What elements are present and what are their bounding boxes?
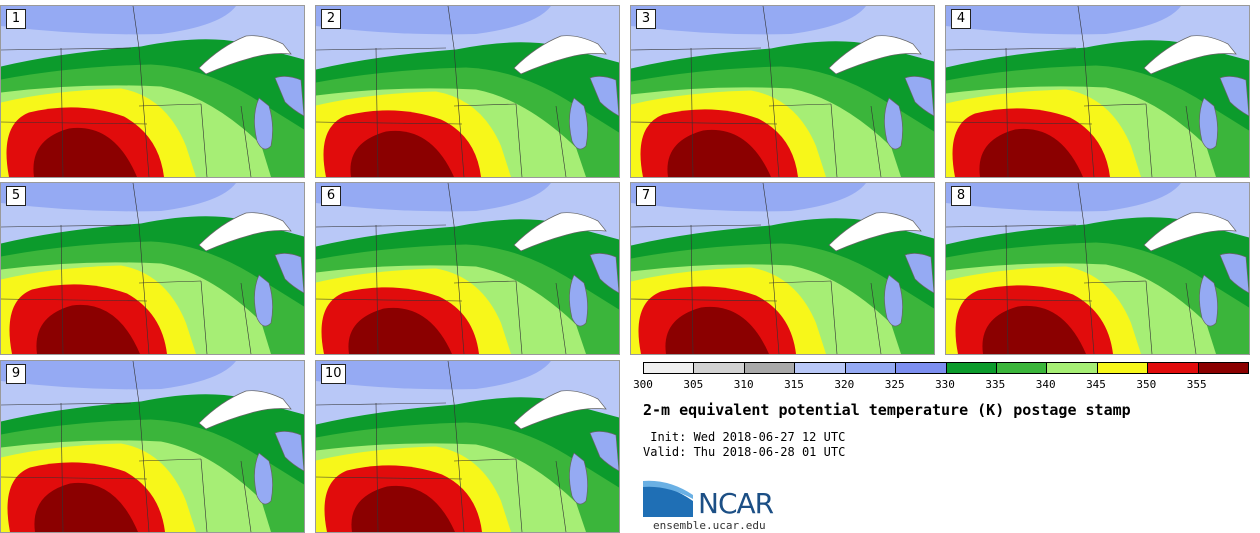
colorbar-swatch [1047,363,1098,373]
colorbar-tick-label: 300 [633,378,653,391]
colorbar-swatch [896,363,947,373]
panel-number-label: 3 [636,9,656,29]
colorbar-swatch [996,363,1048,373]
colorbar-tick-label: 320 [834,378,855,391]
member-panel-8: 8 [945,182,1250,355]
member-panel-4: 4 [945,5,1250,178]
panel-number-label: 6 [321,186,341,206]
colorbar-tick-label: 325 [884,378,905,391]
colorbar-tick-label: 340 [1035,378,1056,391]
member-panel-1: 1 [0,5,305,178]
colorbar-swatch [744,363,796,373]
colorbar-tick-label: 335 [985,378,1006,391]
figure-title: 2-m equivalent potential temperature (K)… [643,401,1131,419]
panel-number-label: 4 [951,9,971,29]
colorbar-tick-label: 355 [1186,378,1207,391]
member-panel-9: 9 [0,360,305,533]
panel-number-label: 8 [951,186,971,206]
colorbar-swatch [1198,363,1249,373]
colorbar-tick-label: 305 [683,378,704,391]
colorbar-swatch [694,363,745,373]
member-panel-10: 10 [315,360,620,533]
colorbar-tick-label: 315 [784,378,804,391]
colorbar-swatch [946,363,997,373]
member-panel-3: 3 [630,5,935,178]
panel-number-label: 9 [6,364,26,384]
panel-number-label: 2 [321,9,341,29]
ncar-logo-text: NCAR [698,487,774,520]
panel-number-label: 5 [6,186,26,206]
colorbar-swatch [644,363,695,373]
colorbar-labels: 300 305 310 315 320 325 330 335 340 345 350 355 [633,378,1249,392]
init-time: Init: Wed 2018-06-27 12 UTC [643,430,846,444]
valid-time: Valid: Thu 2018-06-28 01 UTC [643,445,846,459]
colorbar-swatch [795,363,846,373]
ncar-logo-icon [643,480,693,517]
site-url: ensemble.ucar.edu [653,519,766,532]
colorbar-tick-label: 350 [1136,378,1157,391]
panel-number-label: 10 [321,364,346,384]
colorbar-tick-label: 345 [1086,378,1106,391]
member-panel-6: 6 [315,182,620,355]
colorbar-swatch [1148,363,1199,373]
member-panel-2: 2 [315,5,620,178]
member-panel-5: 5 [0,182,305,355]
colorbar-swatch [845,363,897,373]
panel-number-label: 1 [6,9,26,29]
panel-number-label: 7 [636,186,656,206]
member-panel-7: 7 [630,182,935,355]
colorbar-tick-label: 330 [935,378,955,391]
colorbar-tick-label: 310 [733,378,754,391]
colorbar-swatch [1097,363,1149,373]
colorbar [643,362,1249,374]
